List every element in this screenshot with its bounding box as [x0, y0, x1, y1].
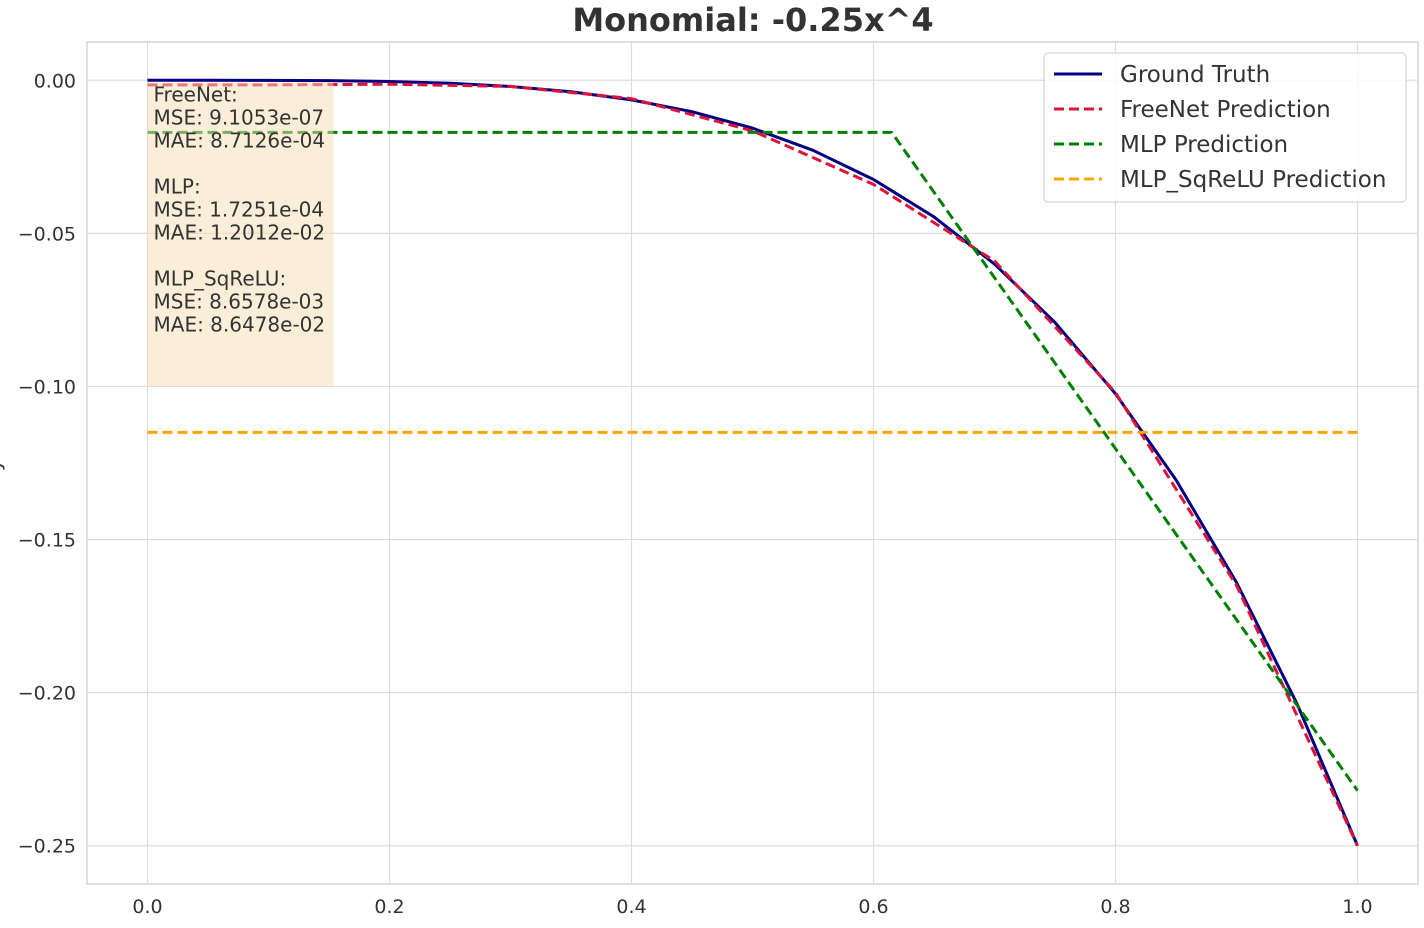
series-line-freenet-prediction	[147, 82, 1359, 847]
y-axis-label: y	[0, 459, 5, 471]
x-tick-label: 0.0	[132, 896, 162, 918]
metrics-line: FreeNet:	[154, 82, 238, 106]
x-tick-label: 1.0	[1342, 896, 1372, 918]
y-tick-label: −0.10	[18, 376, 76, 398]
metrics-line: MLP:	[154, 174, 201, 198]
y-tick-label: −0.25	[18, 836, 76, 858]
metrics-line: MSE: 8.6578e-03	[154, 289, 325, 313]
plot-area: 0.0 0.2 0.4 0.6 0.8 1.0 0.00 −0.05 −0.10 −0.15 −0.…	[18, 41, 1419, 918]
x-tick-label: 0.2	[374, 896, 404, 918]
series-line-mlp-prediction	[147, 130, 1359, 792]
chart-title: Monomial: -0.25x^4	[572, 1, 933, 39]
y-tick-label: 0.00	[34, 70, 76, 92]
legend-entry: MLP_SqReLU Prediction	[1120, 167, 1386, 193]
metrics-line: MLP_SqReLU:	[154, 266, 287, 290]
y-tick-label: −0.20	[18, 683, 76, 705]
x-tick-label: 0.6	[858, 896, 888, 918]
legend-box	[1043, 52, 1407, 203]
y-tick-label: −0.15	[18, 530, 76, 552]
metrics-box	[147, 82, 334, 387]
metrics-line: MAE: 8.6478e-02	[154, 312, 326, 336]
metrics-line: MAE: 1.2012e-02	[154, 220, 326, 244]
x-tick-label: 0.4	[616, 896, 646, 918]
legend-entry: Ground Truth	[1120, 62, 1270, 88]
metrics-line: MSE: 9.1053e-07	[154, 105, 325, 129]
y-tick-label: −0.05	[18, 223, 76, 245]
x-tick-label: 0.8	[1100, 896, 1130, 918]
metrics-line: MSE: 1.7251e-04	[154, 197, 325, 221]
metrics-line: MAE: 8.7126e-04	[154, 128, 326, 152]
series-line-ground-truth	[147, 78, 1359, 847]
legend-entry: FreeNet Prediction	[1120, 97, 1331, 123]
legend-entry: MLP Prediction	[1120, 132, 1288, 158]
